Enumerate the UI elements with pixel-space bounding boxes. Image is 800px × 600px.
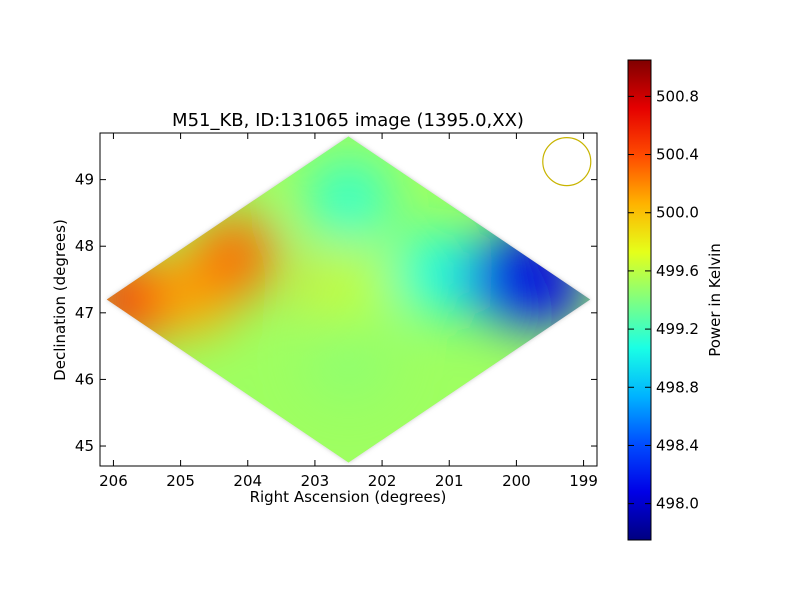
y-axis-ticks: 45 46 47 48 49	[75, 171, 597, 455]
field-sample	[192, 214, 277, 299]
colorbar-tick-label: 498.0	[656, 495, 699, 513]
x-tick-label: 199	[569, 472, 598, 490]
plot-area: 206 205 204 203 202 201 200 199 45 46 47 48 49	[75, 132, 598, 490]
x-axis-label: Right Ascension (degrees)	[250, 488, 447, 506]
x-tick-label: 201	[435, 472, 464, 490]
colorbar: 498.0 498.4 498.8 499.2 499.6 500.0 500.4 500.8	[627, 59, 699, 541]
colorbar-tick-label: 500.4	[656, 146, 699, 164]
colorbar-tick-label: 499.6	[656, 262, 699, 280]
y-tick-label: 45	[75, 437, 94, 455]
colorbar-tick-label: 500.0	[656, 204, 699, 222]
chart-title: M51_KB, ID:131065 image (1395.0,XX)	[172, 110, 524, 131]
colorbar-label: Power in Kelvin	[706, 243, 724, 357]
y-axis-label: Declination (degrees)	[51, 219, 69, 381]
y-tick-label: 46	[75, 370, 94, 388]
x-tick-label: 200	[502, 472, 531, 490]
y-tick-label: 49	[75, 171, 94, 189]
colorbar-tick-label: 499.2	[656, 320, 699, 338]
field-sample	[306, 250, 391, 335]
colorbar-ticks: 498.0 498.4 498.8 499.2 499.6 500.0 500.4 500.8	[628, 87, 699, 513]
x-axis-ticks: 206 205 204 203 202 201 200 199	[99, 133, 598, 490]
field-sample	[306, 157, 391, 242]
x-tick-label: 206	[99, 472, 128, 490]
colorbar-tick-label: 500.8	[656, 87, 699, 105]
x-tick-label: 205	[166, 472, 195, 490]
x-tick-label: 204	[233, 472, 262, 490]
x-tick-label: 202	[368, 472, 397, 490]
beam-circle	[542, 137, 592, 187]
field-sample	[306, 317, 391, 402]
field-sample	[393, 230, 478, 315]
colorbar-tick-label: 498.8	[656, 378, 699, 396]
colorbar-gradient	[627, 59, 652, 541]
plot-frame	[99, 132, 598, 467]
y-tick-label: 48	[75, 237, 94, 255]
heatmap-image	[106, 136, 591, 463]
x-tick-label: 203	[301, 472, 330, 490]
y-tick-label: 47	[75, 304, 94, 322]
colorbar-tick-label: 498.4	[656, 436, 699, 454]
